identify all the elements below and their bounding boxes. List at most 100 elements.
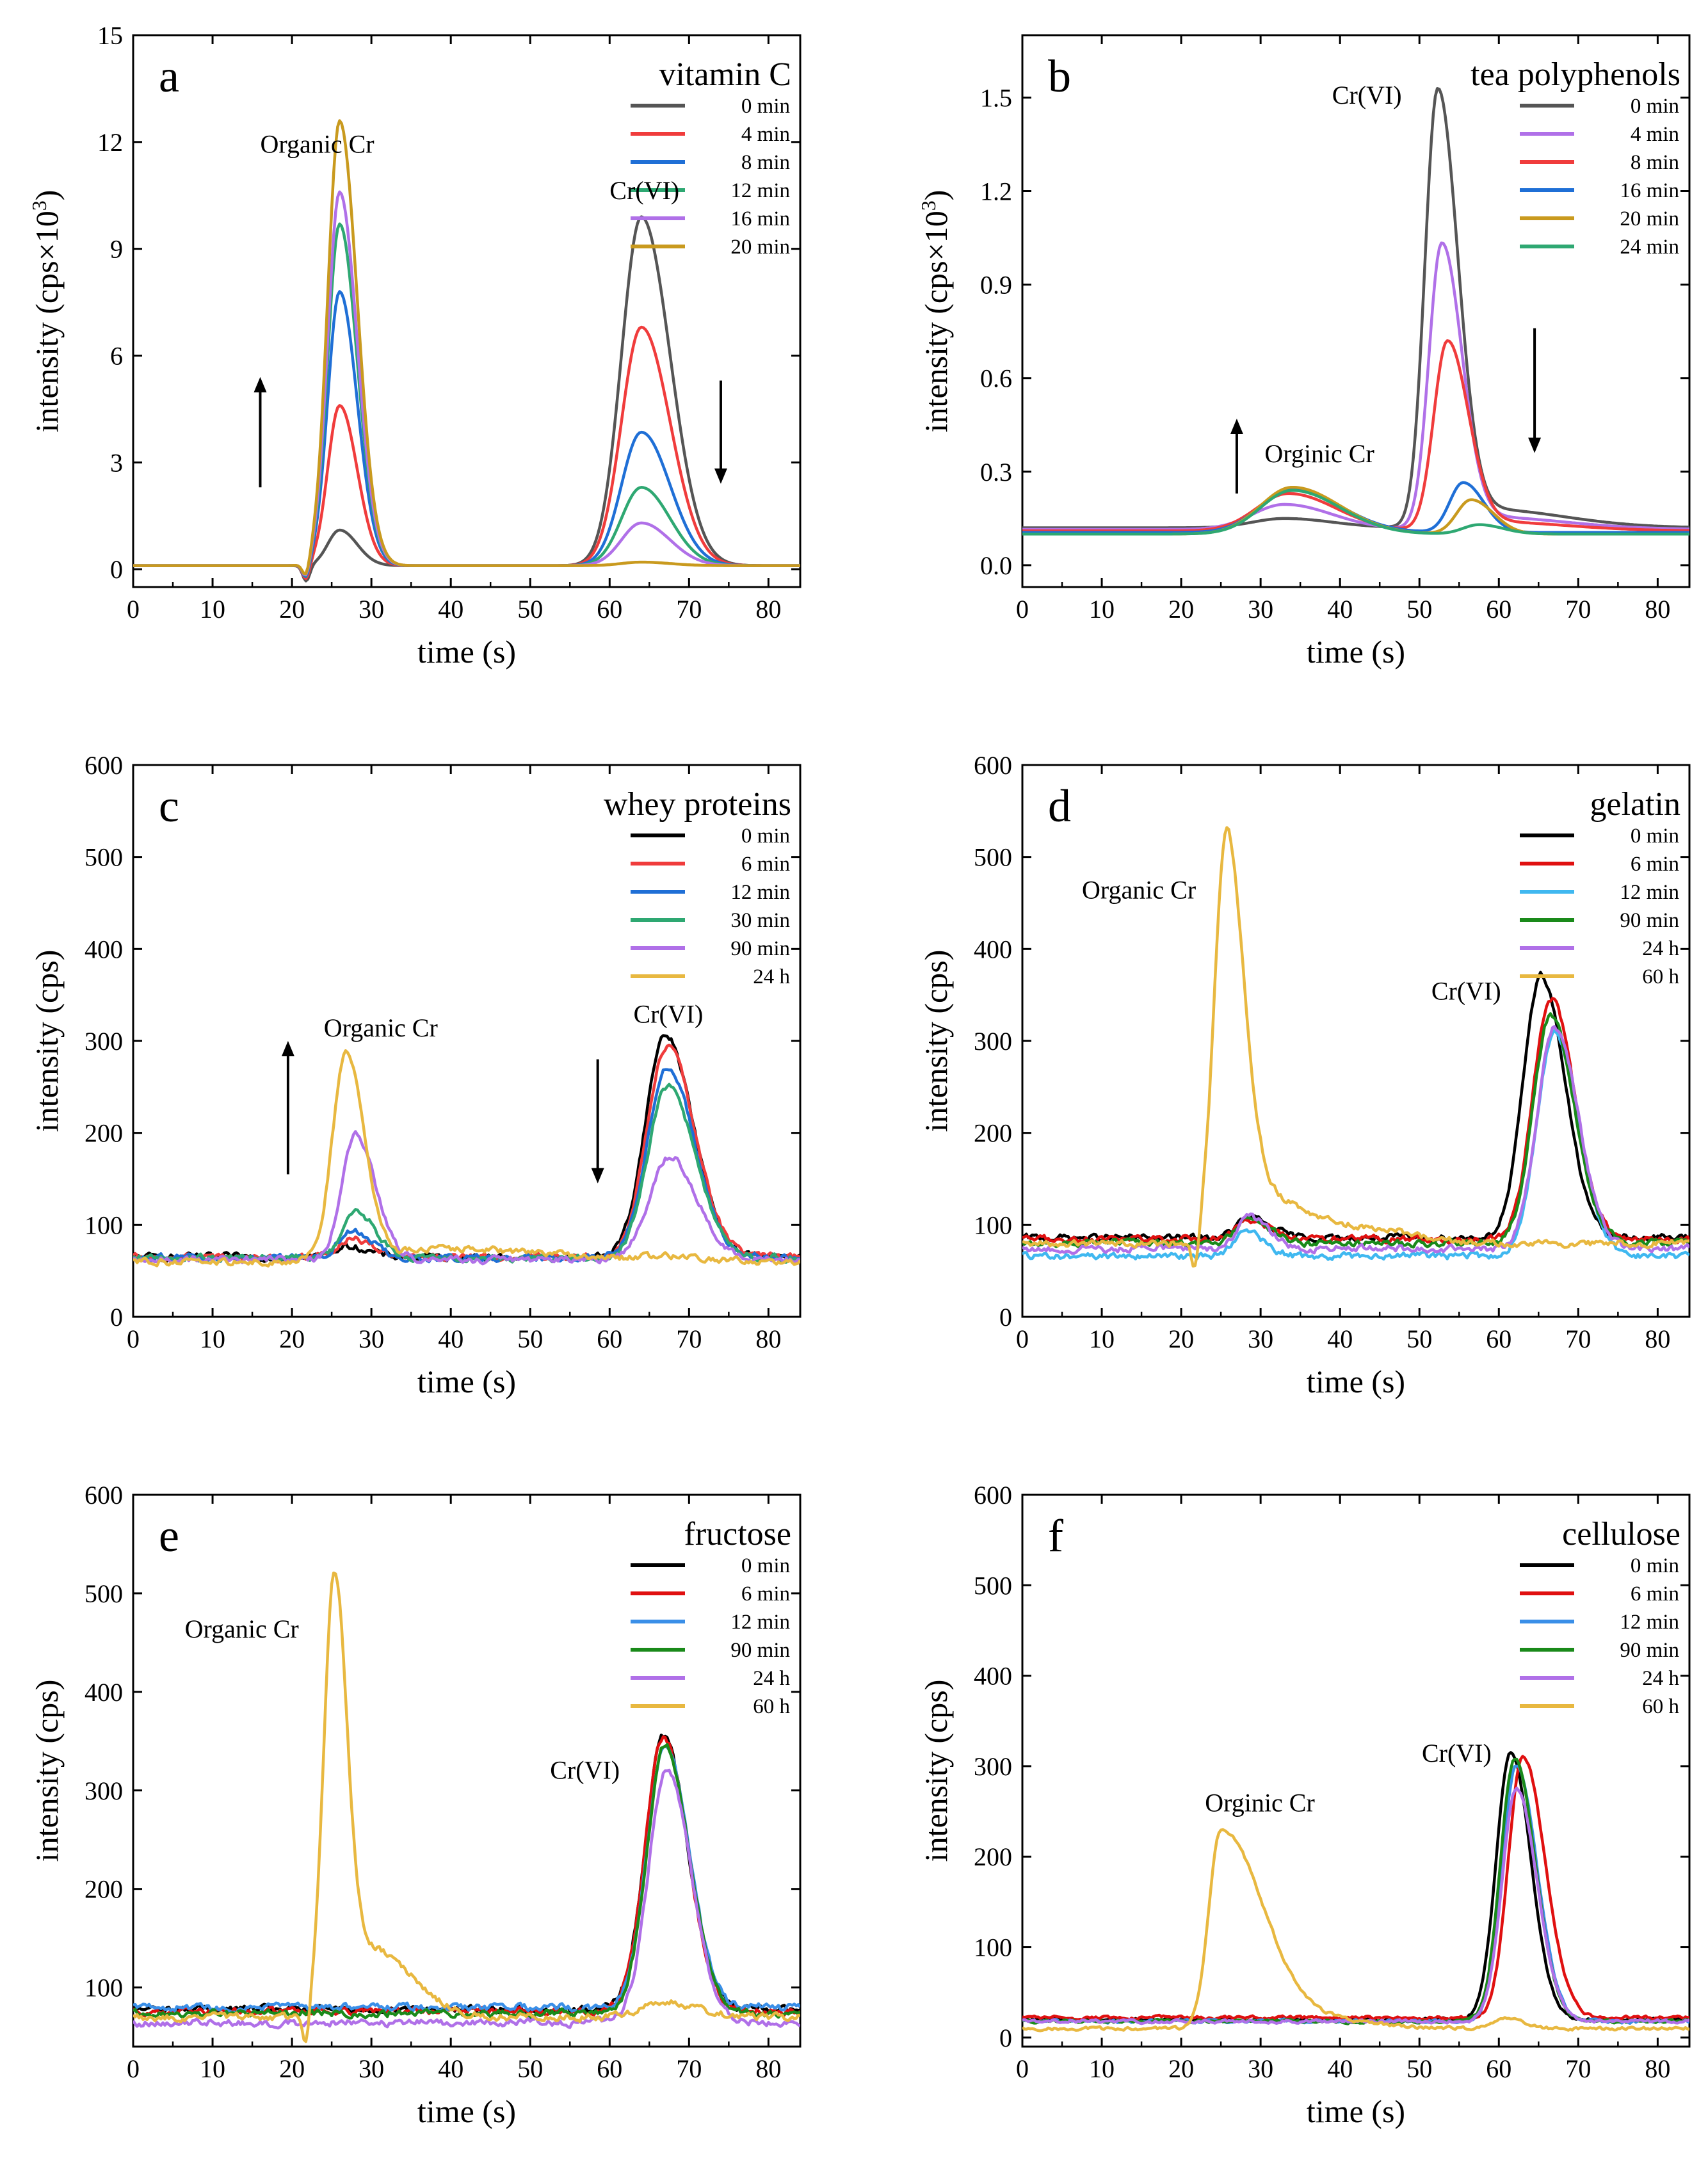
x-tick-label: 70 (1565, 1325, 1591, 1353)
panel-d: 0 10 20 30 40 50 60 70 80 0 100 200 300 400 500 600 time… (918, 751, 1691, 1399)
y-tick-label: 600 (974, 751, 1012, 780)
y-tick-label: 0 (999, 2024, 1012, 2052)
legend-label: 16 min (730, 207, 790, 230)
y-tick-label: 1.5 (980, 83, 1012, 112)
legend-label: 90 min (1620, 1639, 1679, 1662)
legend-label: 24 h (1642, 937, 1679, 960)
y-tick-label: 15 (97, 21, 123, 50)
chart-title: tea polyphenols (1470, 56, 1680, 93)
y-tick-label: 500 (974, 843, 1012, 872)
x-tick-label: 60 (597, 595, 622, 624)
x-tick-label: 0 (127, 595, 140, 624)
legend-label: 90 min (730, 1639, 790, 1662)
legend-label: 20 min (730, 236, 790, 259)
series-group (1022, 1751, 1689, 2033)
y-tick-label: 200 (974, 1119, 1012, 1148)
x-tick-label: 40 (1327, 1325, 1353, 1353)
x-tick-label: 30 (1248, 595, 1273, 624)
y-tick-label: 0.0 (980, 551, 1012, 580)
x-tick-label: 60 (1486, 1325, 1511, 1353)
y-axis-label: intensity (cps×103) (28, 190, 65, 433)
x-tick-label: 0 (127, 2054, 140, 2083)
x-tick-label: 10 (1089, 595, 1115, 624)
x-axis-label: time (s) (417, 1364, 516, 1399)
panel-e: 0 10 20 30 40 50 60 70 80 100 200 300 400 500 600 time … (29, 1481, 802, 2129)
legend: 0 min 4 min 8 min 16 min 20 min 24 min (1520, 95, 1679, 259)
x-tick-label: 40 (438, 1325, 463, 1353)
panel-letter: c (159, 780, 179, 832)
series-line-24-min (1022, 488, 1689, 536)
legend-label: 90 min (730, 937, 790, 960)
legend: 0 min 6 min 12 min 30 min 90 min 24 h (631, 825, 791, 988)
y-tick-label: 0.9 (980, 271, 1012, 300)
annotation-label: Cr(VI) (1431, 976, 1501, 1005)
x-tick-label: 60 (1486, 2054, 1511, 2083)
series-line-24-h (1022, 1025, 1689, 1255)
panel-letter: b (1048, 51, 1071, 102)
plot-frame (132, 1494, 802, 2048)
legend-label: 24 h (753, 1667, 790, 1690)
x-tick-label: 50 (1406, 2054, 1432, 2083)
series-line-90-min (1022, 1012, 1689, 1249)
y-tick-label: 600 (85, 1481, 123, 1510)
legend-label: 24 h (753, 965, 790, 988)
legend-label: 0 min (1631, 825, 1679, 848)
legend-label: 6 min (1631, 1582, 1679, 1606)
y-tick-label: 500 (85, 843, 123, 872)
y-tick-label: 500 (85, 1579, 123, 1608)
annotation-label: Cr(VI) (1422, 1739, 1492, 1767)
y-tick-label: 12 (97, 128, 123, 157)
legend-label: 12 min (1620, 1611, 1679, 1634)
series-line-0-min (1022, 87, 1689, 529)
y-tick-label: 0 (999, 1303, 1012, 1332)
y-tick-label: 1.2 (980, 177, 1012, 206)
arrow-head (591, 1168, 604, 1184)
series-group (133, 1571, 800, 2043)
legend-label: 4 min (741, 123, 790, 146)
x-tick-label: 40 (438, 595, 463, 624)
plot-frame (1021, 34, 1691, 588)
annotation-label: Organic Cr (1082, 875, 1196, 904)
x-tick-label: 60 (1486, 595, 1511, 624)
y-tick-label: 9 (110, 235, 123, 264)
legend-label: 12 min (730, 179, 790, 202)
y-tick-label: 0 (110, 1303, 123, 1332)
x-tick-label: 50 (1406, 595, 1432, 624)
legend-label: 12 min (730, 881, 790, 904)
y-tick-label: 0.3 (980, 458, 1012, 487)
y-tick-label: 400 (974, 1662, 1012, 1691)
chart-title: vitamin C (659, 56, 791, 93)
x-tick-label: 30 (359, 595, 384, 624)
annotation-label: Organic Cr (260, 130, 374, 159)
legend-label: 0 min (741, 825, 790, 848)
y-tick-label: 300 (974, 1752, 1012, 1781)
legend-label: 60 h (1642, 1695, 1679, 1718)
y-tick-label: 200 (85, 1875, 123, 1904)
x-tick-label: 30 (359, 2054, 384, 2083)
legend-label: 0 min (741, 95, 790, 118)
x-tick-label: 10 (200, 595, 225, 624)
chart-title: cellulose (1562, 1516, 1680, 1552)
panel-c: 0 10 20 30 40 50 60 70 80 0 100 200 300 400 500 600 time… (29, 751, 802, 1399)
x-tick-label: 80 (1645, 2054, 1670, 2083)
legend-label: 12 min (1620, 881, 1679, 904)
legend-label: 16 min (1620, 179, 1679, 202)
legend: 0 min 6 min 12 min 90 min 24 h 60 h (1520, 825, 1680, 988)
arrow-head (1528, 437, 1542, 453)
chart-title: fructose (684, 1516, 791, 1552)
y-tick-label: 400 (85, 1678, 123, 1707)
x-tick-label: 60 (597, 1325, 622, 1353)
legend: 0 min 4 min 8 min 12 min 16 min 20 min (631, 95, 790, 259)
x-tick-label: 20 (1168, 595, 1194, 624)
arrow-head (281, 1041, 294, 1056)
legend-label: 8 min (741, 151, 790, 174)
series-group (1022, 87, 1689, 536)
series-group (133, 119, 800, 583)
x-tick-label: 70 (676, 2054, 702, 2083)
y-axis-label: intensity (cps) (918, 1680, 954, 1862)
annotation-label: Cr(VI) (609, 176, 679, 205)
x-tick-label: 50 (517, 1325, 543, 1353)
y-tick-label: 600 (85, 751, 123, 780)
legend-label: 4 min (1631, 123, 1679, 146)
